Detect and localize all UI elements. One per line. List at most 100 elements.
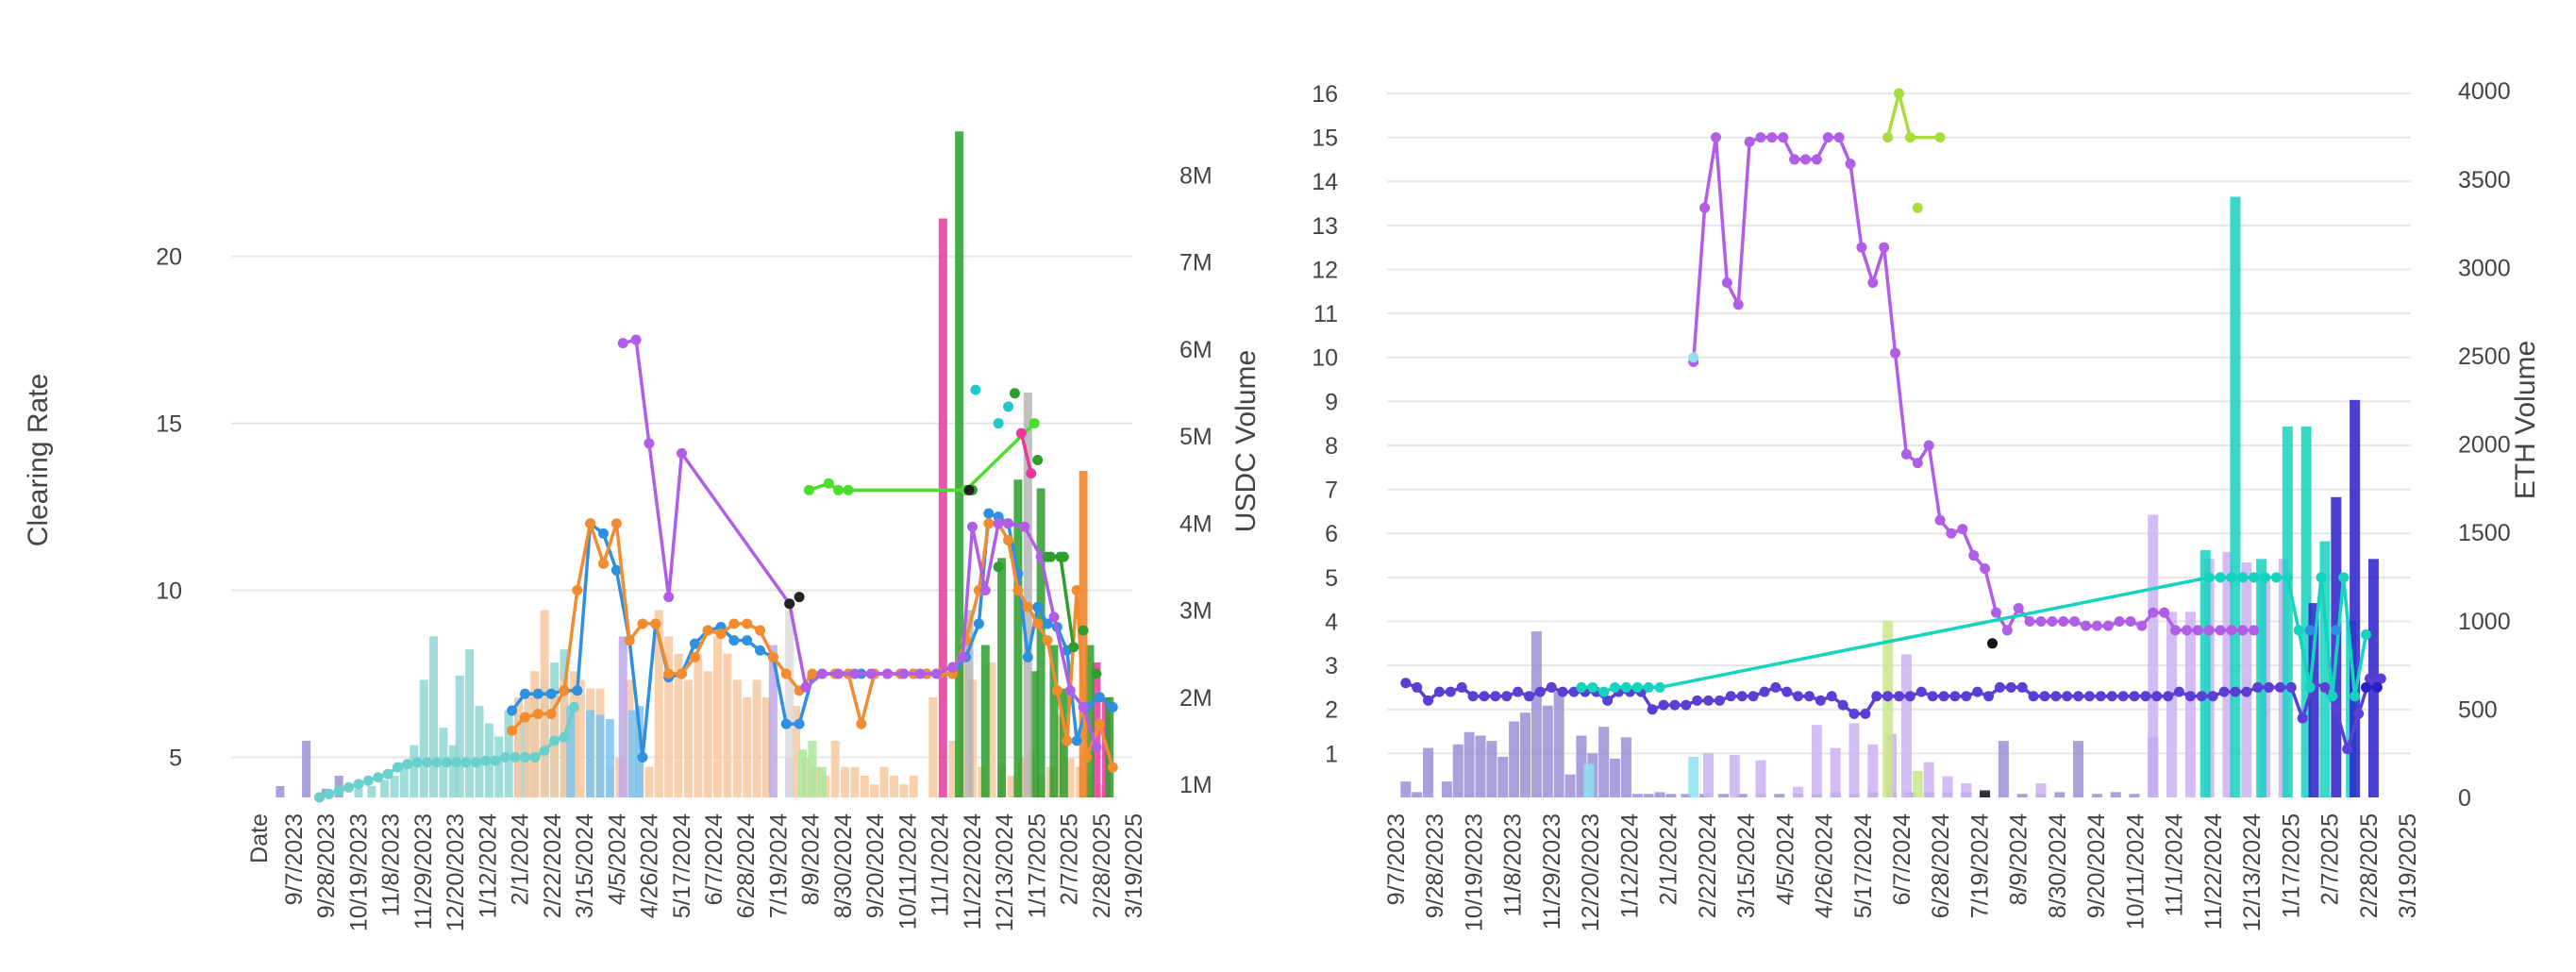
x-tick-label: 1/17/2025 (2278, 813, 2304, 918)
rate-point (2091, 620, 2102, 631)
rate-point (1029, 418, 1040, 429)
volume-bar (1980, 790, 1991, 797)
volume-bar (2319, 541, 2331, 797)
rate-point (422, 757, 433, 768)
rate-point (856, 718, 867, 729)
volume-bar (2350, 399, 2361, 797)
x-tick-label: 11/1/2024 (2162, 813, 2188, 916)
x-tick-label: 5/17/2024 (1850, 813, 1877, 918)
rate-point (865, 668, 877, 679)
y-tick-label: 5 (169, 746, 182, 772)
rate-point (519, 688, 530, 699)
rate-point (637, 752, 648, 763)
rate-point (519, 712, 530, 723)
rate-point (1546, 681, 1557, 693)
rate-point (1957, 524, 1968, 535)
rate-point (780, 668, 792, 679)
volume-bar (566, 706, 576, 797)
y-tick-label: 4 (1325, 609, 1338, 635)
rate-point (545, 688, 557, 699)
volume-bar (2282, 426, 2293, 797)
volume-bar (1654, 792, 1665, 797)
rate-point (800, 681, 811, 693)
volume-bar (1598, 727, 1610, 797)
rate-point (1081, 752, 1093, 763)
x-tick-label: 11/8/2023 (378, 813, 405, 916)
rate-point (529, 752, 541, 763)
rate-point (1789, 154, 1800, 165)
y-tick-label: 8 (1325, 433, 1338, 460)
rate-marker (794, 592, 805, 603)
rate-point (353, 779, 364, 790)
rate-point (1032, 618, 1044, 629)
rate-marker (1058, 551, 1069, 562)
rate-point (500, 752, 511, 763)
rate-point (2062, 691, 2073, 702)
rate-point (2170, 625, 2182, 636)
rate-point (914, 668, 926, 679)
volume-bar (860, 775, 869, 797)
rate-point (794, 718, 805, 729)
rate-point (1094, 718, 1105, 729)
rate-point (1826, 691, 1837, 702)
rate-point (2102, 620, 2114, 631)
rate-point (1803, 691, 1815, 702)
rate-point (1400, 678, 1412, 689)
rate-point (807, 668, 818, 679)
rate-point (1598, 686, 1610, 697)
rate-point (2215, 625, 2226, 636)
x-tick-label: 2/7/2025 (1057, 813, 1083, 905)
rate-point (1923, 440, 1934, 451)
y2-tick-label: 3500 (2458, 167, 2511, 193)
volume-bar (1665, 794, 1677, 797)
rate-point (930, 668, 942, 679)
volume-bar (723, 653, 732, 797)
rate-point (1815, 695, 1826, 706)
volume-bar (817, 766, 827, 797)
rate-point (1904, 132, 1915, 143)
rate-point (362, 775, 374, 786)
volume-bar (1105, 696, 1114, 797)
rate-point (1423, 695, 1434, 706)
rate-marker (2331, 625, 2342, 636)
volume-bar (475, 706, 484, 797)
rate-point (702, 625, 713, 636)
rate-point (2028, 691, 2039, 702)
y2-tick-label: 2000 (2458, 432, 2511, 459)
x-tick-label: 12/13/2024 (2239, 813, 2266, 931)
volume-bar (713, 636, 723, 797)
rate-point (549, 735, 560, 746)
rate-point (1032, 601, 1044, 612)
volume-bar (1681, 794, 1692, 797)
rate-point (966, 521, 978, 532)
x-tick-label: 8/9/2024 (2006, 813, 2032, 905)
volume-bar (694, 653, 703, 797)
volume-bar (1553, 691, 1564, 797)
rate-point (1946, 528, 1957, 539)
rate-point (1766, 132, 1778, 143)
rate-point (2203, 625, 2215, 636)
rate-point (1048, 612, 1060, 623)
rate-point (519, 752, 530, 763)
volume-bar (732, 679, 742, 797)
rate-point (1015, 427, 1027, 439)
rate-point (545, 709, 557, 720)
x-tick-label: 11/22/2024 (960, 813, 986, 930)
volume-bar (1509, 721, 1520, 797)
rate-point (663, 592, 675, 603)
volume-bar (743, 696, 752, 797)
rate-point (597, 528, 609, 539)
rate-point (2230, 686, 2241, 697)
volume-bar (850, 766, 860, 797)
x-tick-label: 9/7/2023 (1383, 813, 1410, 905)
rate-point (650, 618, 661, 629)
rate-point (2207, 691, 2218, 702)
volume-bar (785, 610, 795, 797)
rate-point (2375, 673, 2386, 684)
volume-bar (1961, 783, 1972, 797)
volume-bar (889, 775, 898, 797)
volume-bar (455, 675, 464, 797)
x-tick-label: 3/19/2025 (2395, 813, 2421, 918)
rate-marker (2304, 625, 2316, 636)
